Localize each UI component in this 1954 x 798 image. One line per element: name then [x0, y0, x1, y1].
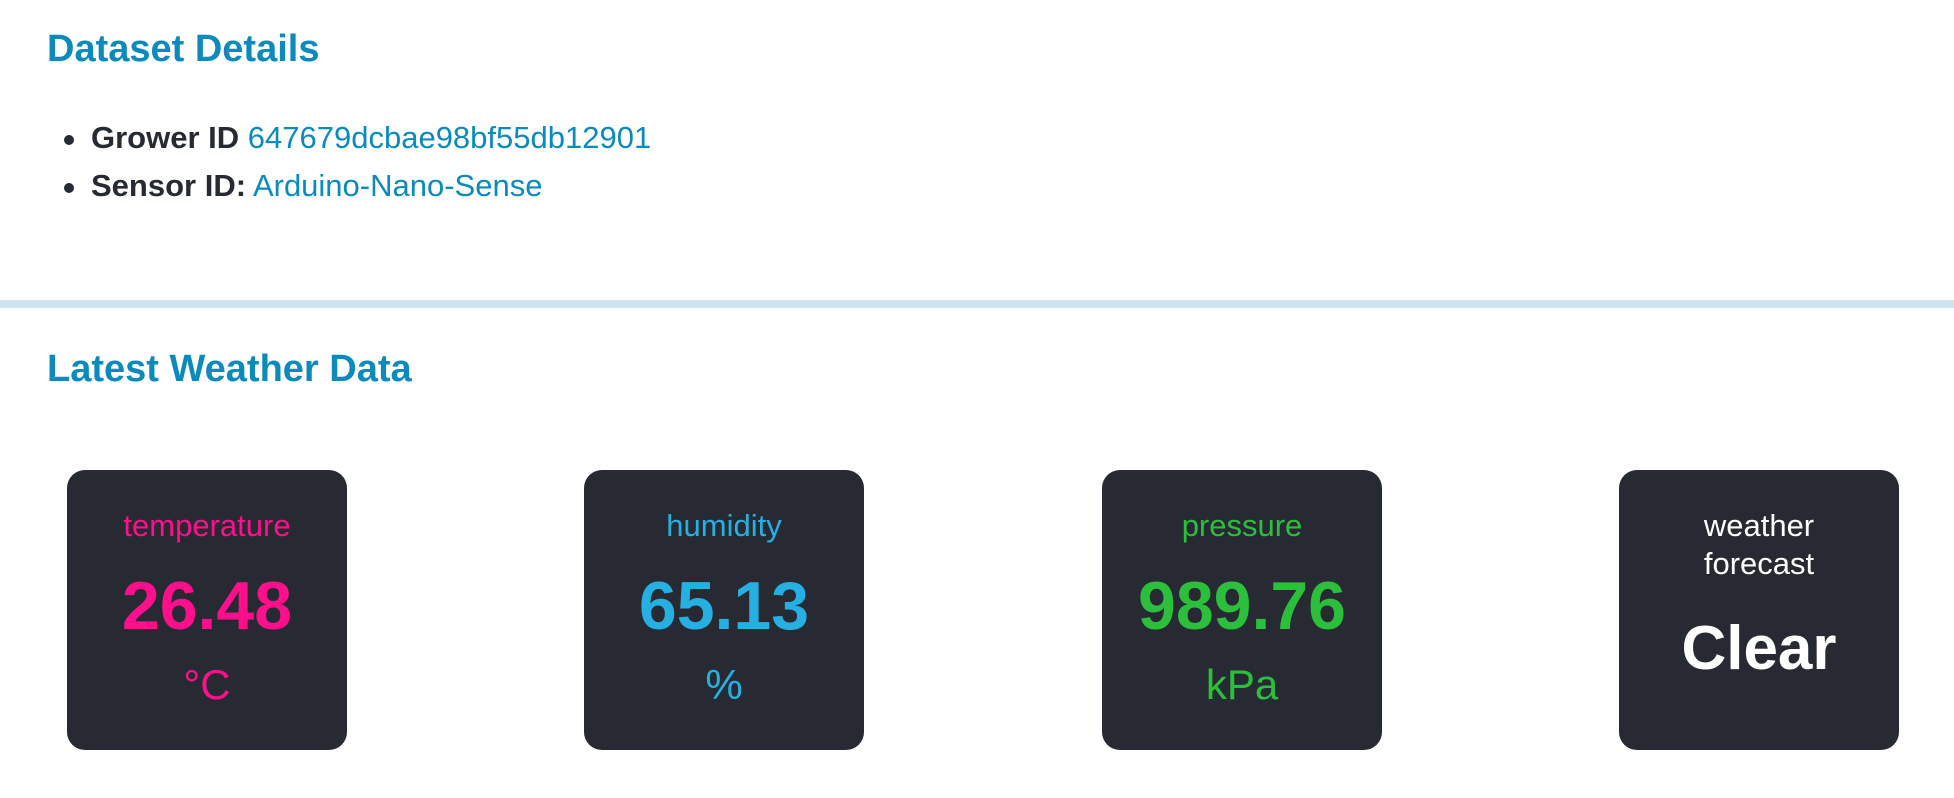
humidity-label: humidity — [666, 508, 782, 543]
temperature-value: 26.48 — [121, 568, 293, 644]
dataset-details-section: Dataset Details Grower ID 647679dcbae98b… — [0, 0, 1954, 300]
sensor-id-label: Sensor ID: — [91, 168, 247, 203]
weather-forecast-label: weather forecast — [1703, 508, 1815, 581]
weather-forecast-value: Clear — [1681, 614, 1837, 683]
sensor-id-item: Sensor ID: Arduino-Nano-Sense — [47, 162, 651, 210]
grower-id-label: Grower ID — [91, 120, 240, 155]
pressure-value: 989.76 — [1138, 568, 1346, 644]
weather-forecast-card: weather forecast Clear — [1619, 470, 1899, 750]
sensor-id-value: Arduino-Nano-Sense — [252, 168, 543, 203]
temperature-card: temperature 26.48 °C — [67, 470, 347, 750]
grower-id-value: 647679dcbae98bf55db12901 — [247, 120, 652, 155]
pressure-unit: kPa — [1205, 661, 1279, 708]
humidity-card: humidity 65.13 % — [584, 470, 864, 750]
dataset-details-list: Grower ID 647679dcbae98bf55db12901 Senso… — [47, 114, 651, 210]
dataset-details-title: Dataset Details — [47, 28, 320, 70]
temperature-label: temperature — [123, 508, 291, 543]
temperature-unit: °C — [183, 661, 231, 708]
humidity-value: 65.13 — [638, 568, 810, 644]
section-divider — [0, 300, 1954, 308]
latest-weather-title: Latest Weather Data — [47, 348, 412, 390]
pressure-label: pressure — [1181, 508, 1303, 543]
grower-id-item: Grower ID 647679dcbae98bf55db12901 — [47, 114, 651, 162]
humidity-unit: % — [705, 661, 743, 708]
pressure-card: pressure 989.76 kPa — [1102, 470, 1382, 750]
